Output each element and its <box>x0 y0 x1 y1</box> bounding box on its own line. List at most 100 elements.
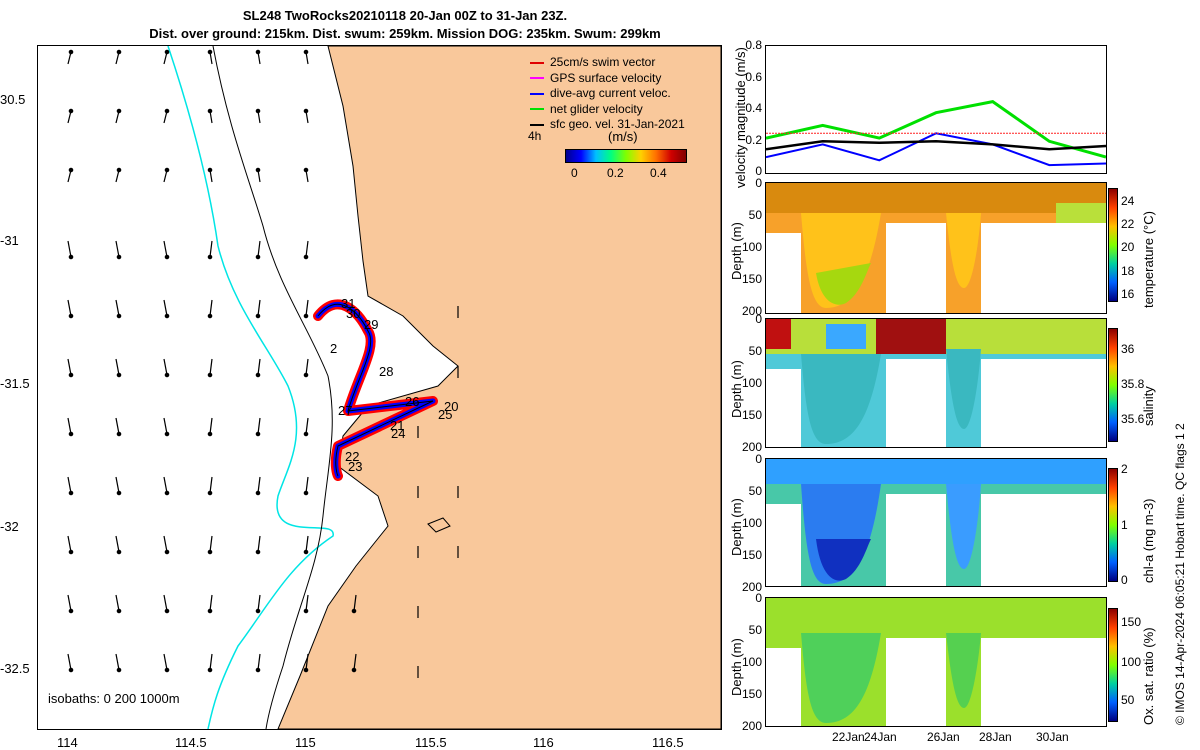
sal-tick-356: 35.6 <box>1121 412 1145 426</box>
velocity-arrowhead <box>255 254 261 260</box>
track-day-label: 29 <box>364 317 378 332</box>
velocity-arrowhead <box>68 549 74 555</box>
velocity-arrow <box>305 476 309 494</box>
velocity-arrow <box>257 594 261 612</box>
velocity-arrowhead <box>116 431 122 437</box>
velocity-arrowhead <box>164 431 170 437</box>
velocity-arrow <box>305 594 309 612</box>
map-x-tick: 115 <box>295 735 316 750</box>
land-area <box>277 46 721 729</box>
velocity-arrowhead <box>164 608 170 614</box>
legend-label: 25cm/s swim vector <box>550 55 656 69</box>
depth-tick: 50 <box>748 344 762 358</box>
velocity-arrowhead <box>255 372 261 378</box>
velocity-arrowhead <box>303 167 309 173</box>
track-day-label: 20 <box>444 399 458 414</box>
legend-label: sfc geo. vel. 31-Jan-2021 <box>550 117 685 131</box>
map-y-tick: -32 <box>0 519 19 534</box>
side-note: © IMOS 14-Apr-2024 06:05:21 Hobart time.… <box>1173 423 1187 725</box>
velocity-arrow <box>115 476 120 494</box>
velocity-arrow <box>115 535 120 553</box>
velocity-arrowhead <box>255 667 261 673</box>
velocity-y-tick: 0 <box>755 164 762 178</box>
track-day-label: 23 <box>348 459 362 474</box>
velocity-series-net-glider-velocity <box>766 100 1106 159</box>
depth-tick: 0 <box>755 452 762 466</box>
velocity-ylabel: velocity magnitude (m/s) <box>733 47 748 188</box>
track-day-label: 21 <box>390 418 404 433</box>
isobaths-label: isobaths: 0 200 1000m <box>48 691 180 706</box>
velocity-arrowhead <box>164 167 170 173</box>
time-tick: 26Jan <box>927 730 960 744</box>
velocity-y-tick: 0.8 <box>745 38 762 52</box>
velocity-arrow <box>305 417 309 435</box>
velocity-arrow <box>305 358 309 376</box>
velocity-arrow <box>305 653 309 671</box>
track-day-label: 28 <box>379 364 393 379</box>
ox-tick-50: 50 <box>1121 693 1135 707</box>
legend-item: 25cm/s swim vector <box>530 55 710 71</box>
cbar-tick-0: 0 <box>571 166 578 180</box>
temperature-panel <box>765 182 1107 314</box>
velocity-arrowhead <box>255 313 261 319</box>
velocity-arrow <box>353 653 357 671</box>
map-x-tick: 115.5 <box>415 735 447 750</box>
velocity-arrow <box>209 594 213 612</box>
depth-ylabel-2: Depth (m) <box>729 360 744 418</box>
velocity-arrowhead <box>207 372 213 378</box>
depth-ylabel-4: Depth (m) <box>729 638 744 696</box>
time-tick: 22Jan <box>832 730 865 744</box>
time-tick: 30Jan <box>1036 730 1069 744</box>
time-tick: 24Jan <box>864 730 897 744</box>
velocity-arrowhead <box>303 108 309 114</box>
cbar-tick-02: 0.2 <box>607 166 624 180</box>
depth-tick: 100 <box>741 655 762 669</box>
velocity-arrow <box>163 417 168 435</box>
depth-tick: 150 <box>741 272 762 286</box>
velocity-arrowhead <box>255 167 261 173</box>
velocity-arrow <box>163 594 168 612</box>
depth-tick: 150 <box>741 548 762 562</box>
map-y-tick: -31 <box>0 233 19 248</box>
velocity-arrowhead <box>207 49 213 55</box>
velocity-arrow <box>209 653 213 671</box>
legend-item: dive-avg current veloc. <box>530 86 710 102</box>
velocity-arrow <box>257 535 261 553</box>
depth-tick: 50 <box>748 484 762 498</box>
depth-tick: 0 <box>755 176 762 190</box>
velocity-arrow <box>163 299 168 317</box>
oxygen-cb-label: Ox. sat. ratio (%) <box>1141 627 1156 725</box>
salinity-field <box>766 319 1106 447</box>
legend-item: net glider velocity <box>530 102 710 118</box>
velocity-arrow <box>209 358 213 376</box>
map-y-tick: 30.5 <box>0 92 26 107</box>
track-day-label: 30 <box>346 306 360 321</box>
velocity-arrow <box>67 417 72 435</box>
depth-ylabel-1: Depth (m) <box>729 222 744 280</box>
velocity-arrow <box>115 653 120 671</box>
velocity-arrow <box>209 240 213 258</box>
chla-tick-0: 0 <box>1121 573 1128 587</box>
velocity-arrow <box>257 358 261 376</box>
velocity-arrowhead <box>68 313 74 319</box>
depth-tick: 50 <box>748 208 762 222</box>
velocity-arrowhead <box>164 254 170 260</box>
depth-tick: 200 <box>741 580 762 594</box>
salinity-colorbar <box>1108 328 1118 442</box>
velocity-arrow <box>67 653 72 671</box>
velocity-arrow <box>209 476 213 494</box>
velocity-y-tick: 0.2 <box>745 133 762 147</box>
velocity-arrowhead <box>116 313 122 319</box>
velocity-arrowhead <box>255 549 261 555</box>
velocity-arrowhead <box>116 372 122 378</box>
chla-field <box>766 459 1106 586</box>
velocity-arrowhead <box>164 108 170 114</box>
legend-swatch <box>530 108 544 111</box>
velocity-arrow <box>67 594 72 612</box>
velocity-panel <box>765 45 1107 174</box>
colorbar-title: (m/s) <box>608 129 638 144</box>
velocity-arrow <box>257 240 261 258</box>
legend-swatch <box>530 123 544 126</box>
velocity-arrowhead <box>255 108 261 114</box>
velocity-arrowhead <box>68 108 74 114</box>
